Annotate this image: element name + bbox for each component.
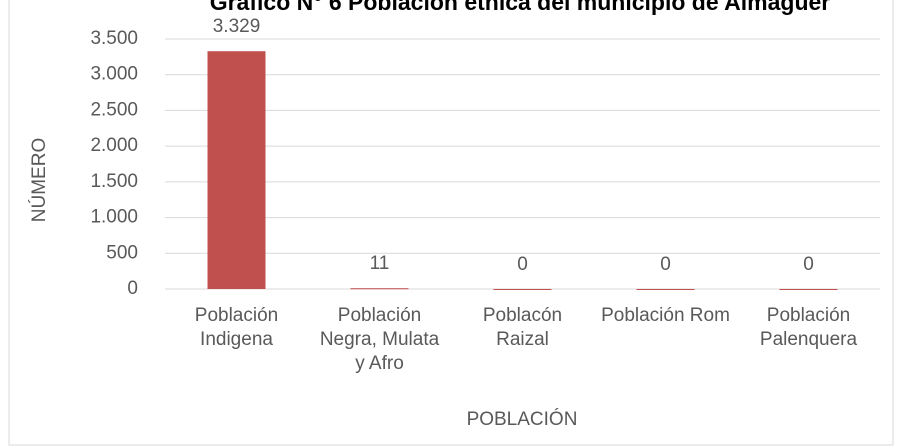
y-tick-label: 0 (127, 278, 138, 299)
y-tick-label: 1.500 (90, 171, 138, 192)
y-tick-label: 3.000 (90, 64, 138, 85)
x-tick-label: Población Negra, Mulata y Afro (319, 305, 440, 374)
data-label: 3.329 (213, 16, 261, 37)
y-tick-label: 3.500 (90, 28, 138, 49)
x-axis-label: POBLACIÓN (467, 408, 578, 430)
x-tick-label: Población Palenquera (759, 305, 858, 350)
y-tick-label: 500 (106, 242, 138, 263)
data-label: 0 (517, 254, 528, 275)
x-tick-label: Población Indigena (194, 305, 279, 350)
data-label: 11 (370, 253, 390, 274)
y-tick-label: 1.000 (90, 207, 138, 228)
x-tick-label: Poblacón Raizal (482, 305, 563, 350)
y-axis-label: NÚMERO (28, 138, 50, 222)
bar (207, 51, 266, 289)
chart-frame (8, 0, 894, 446)
bar (636, 289, 695, 290)
x-tick-label: Población Rom (601, 305, 730, 326)
y-tick-label: 2.500 (90, 99, 138, 120)
bar (779, 289, 838, 290)
data-label: 0 (660, 254, 671, 275)
chart-title: Gráfico N° 6 Población étnica del munici… (210, 0, 831, 15)
bar (493, 289, 552, 290)
y-tick-label: 2.000 (90, 135, 138, 156)
bar (350, 288, 409, 290)
data-label: 0 (803, 254, 814, 275)
